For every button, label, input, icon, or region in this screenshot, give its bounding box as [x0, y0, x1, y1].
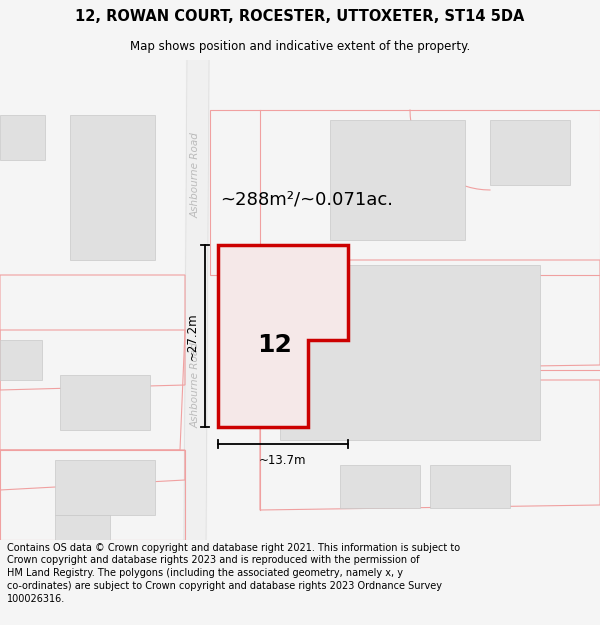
Polygon shape: [183, 60, 210, 540]
Text: Map shows position and indicative extent of the property.: Map shows position and indicative extent…: [130, 40, 470, 53]
Polygon shape: [330, 120, 465, 240]
Polygon shape: [340, 465, 420, 508]
Polygon shape: [218, 245, 348, 427]
Text: 12: 12: [257, 333, 292, 357]
Text: Ashbourne Road: Ashbourne Road: [191, 342, 201, 428]
Polygon shape: [55, 515, 110, 540]
Text: ~27.2m: ~27.2m: [186, 312, 199, 360]
Polygon shape: [55, 460, 155, 515]
Polygon shape: [240, 365, 295, 420]
Text: Ashbourne Road: Ashbourne Road: [191, 132, 201, 218]
Text: ~288m²/~0.071ac.: ~288m²/~0.071ac.: [220, 191, 393, 209]
Text: 12, ROWAN COURT, ROCESTER, UTTOXETER, ST14 5DA: 12, ROWAN COURT, ROCESTER, UTTOXETER, ST…: [76, 9, 524, 24]
Polygon shape: [60, 375, 150, 430]
Polygon shape: [430, 465, 510, 508]
Polygon shape: [0, 340, 42, 380]
Polygon shape: [280, 265, 540, 440]
Polygon shape: [222, 250, 345, 325]
Text: Contains OS data © Crown copyright and database right 2021. This information is : Contains OS data © Crown copyright and d…: [7, 542, 460, 604]
Text: ~13.7m: ~13.7m: [259, 454, 307, 467]
Polygon shape: [70, 115, 155, 260]
Polygon shape: [490, 120, 570, 185]
Polygon shape: [0, 115, 45, 160]
